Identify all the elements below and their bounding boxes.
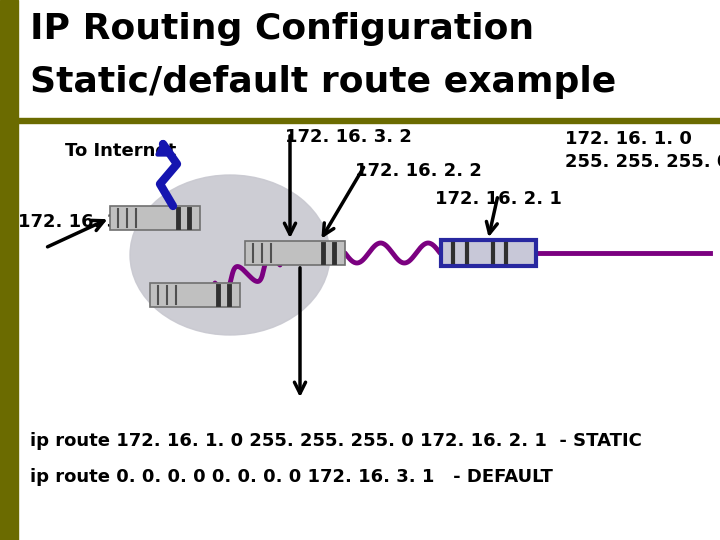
Text: Static/default route example: Static/default route example xyxy=(30,65,616,99)
Text: 172. 16. 3. 1: 172. 16. 3. 1 xyxy=(18,213,145,231)
Text: 172. 16. 1. 0: 172. 16. 1. 0 xyxy=(565,130,692,148)
Text: 172. 16. 2. 2: 172. 16. 2. 2 xyxy=(355,162,482,180)
Text: 255. 255. 255. 0: 255. 255. 255. 0 xyxy=(565,153,720,171)
Text: To Internet: To Internet xyxy=(65,142,176,160)
Text: 172. 16. 3. 2: 172. 16. 3. 2 xyxy=(285,128,412,146)
Text: ip route 172. 16. 1. 0 255. 255. 255. 0 172. 16. 2. 1  - STATIC: ip route 172. 16. 1. 0 255. 255. 255. 0 … xyxy=(30,432,642,450)
Bar xyxy=(0,0,18,540)
Text: ip route 0. 0. 0. 0 0. 0. 0. 0 172. 16. 3. 1   - DEFAULT: ip route 0. 0. 0. 0 0. 0. 0. 0 172. 16. … xyxy=(30,468,553,486)
Text: IP Routing Configuration: IP Routing Configuration xyxy=(30,12,534,46)
Bar xyxy=(18,118,720,123)
Bar xyxy=(441,240,536,266)
Text: 172. 16. 2. 1: 172. 16. 2. 1 xyxy=(435,190,562,208)
Bar xyxy=(110,206,200,230)
Bar xyxy=(245,241,345,265)
Bar xyxy=(150,283,240,307)
Ellipse shape xyxy=(130,175,330,335)
